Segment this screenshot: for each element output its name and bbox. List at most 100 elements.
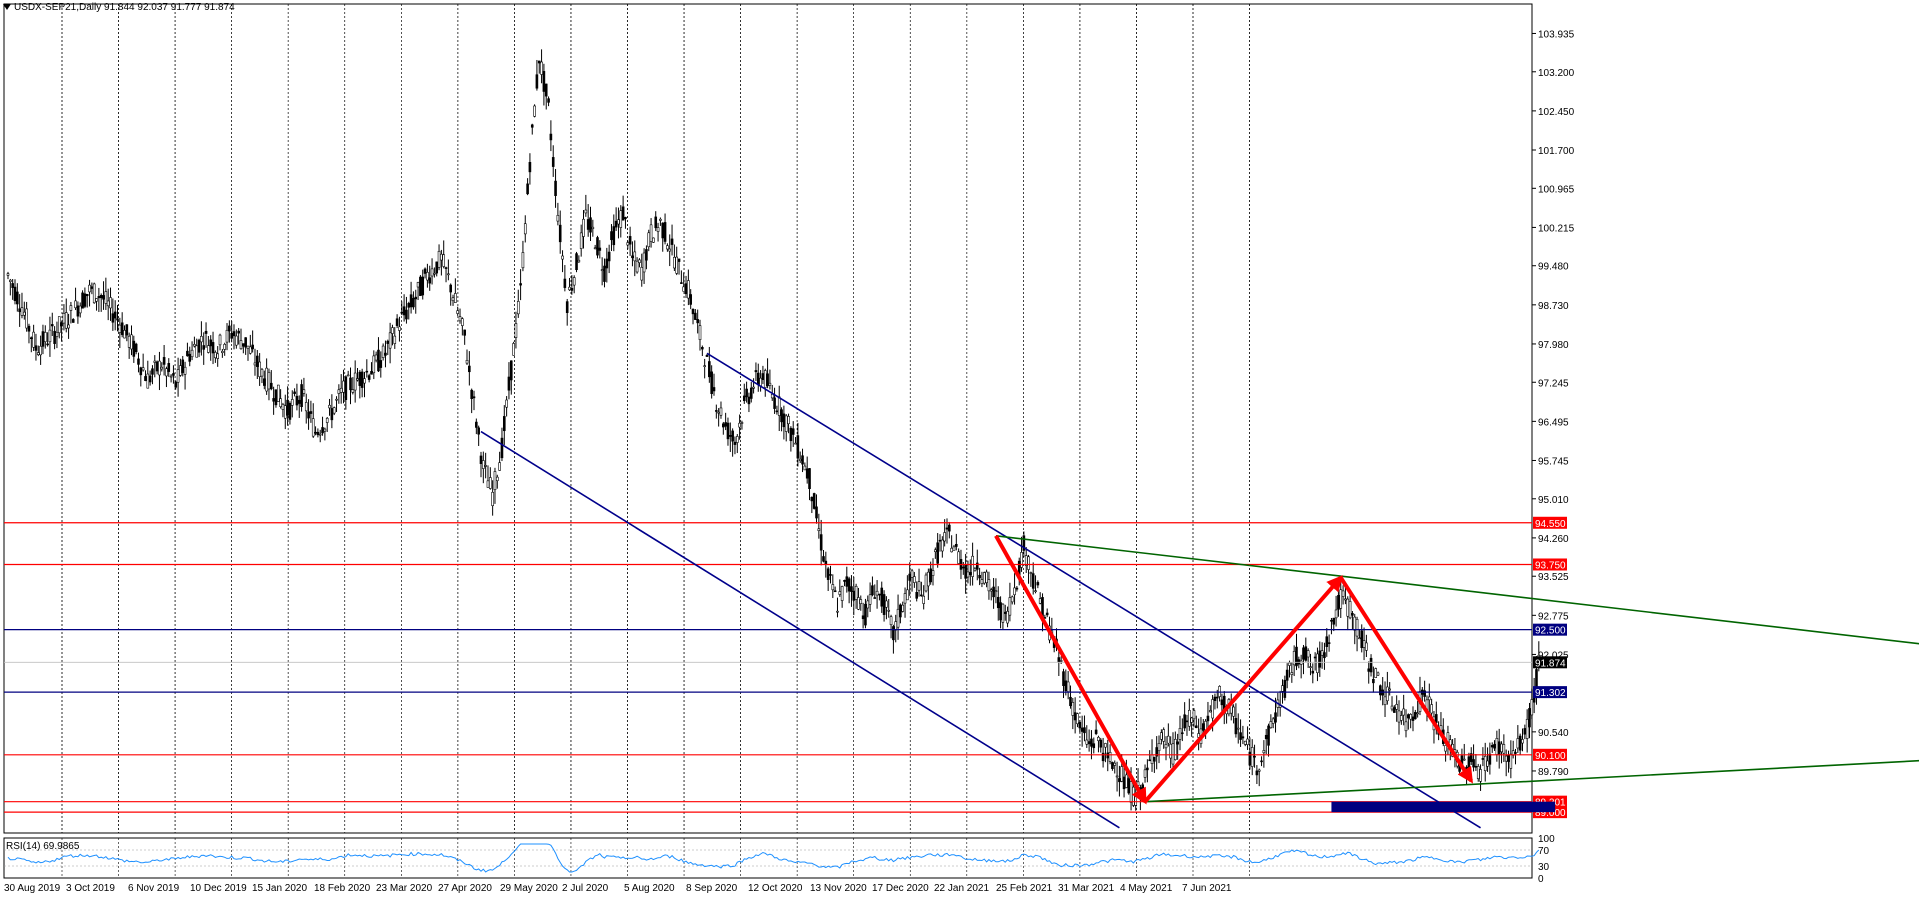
candle-body <box>414 296 418 300</box>
candle-body <box>395 318 399 326</box>
candle-body <box>1257 769 1261 772</box>
candle-body <box>1099 739 1103 748</box>
candle-body <box>1523 728 1527 735</box>
y-tick-label: 95.745 <box>1538 456 1569 467</box>
candle-body <box>242 343 245 347</box>
candle-body <box>183 366 187 375</box>
candle-body <box>1038 598 1042 604</box>
candle-body <box>649 224 653 242</box>
candle-body <box>957 551 960 564</box>
candle-body <box>451 297 455 302</box>
candle-body <box>994 590 998 593</box>
x-tick-label: 18 Feb 2020 <box>314 883 371 894</box>
candle-body <box>435 261 439 274</box>
candle-body <box>1316 653 1319 674</box>
candle-body <box>1001 603 1005 623</box>
candle-body <box>934 549 937 553</box>
candle-body <box>782 413 786 428</box>
candle-body <box>447 273 450 276</box>
candle-body <box>1234 718 1238 735</box>
rsi-axis-label: 30 <box>1538 862 1550 873</box>
candle-body <box>223 344 226 350</box>
candle-body <box>69 305 73 311</box>
candle-body <box>116 318 119 321</box>
x-tick-label: 4 May 2021 <box>1120 883 1173 894</box>
candle-body <box>253 362 257 366</box>
candle-body <box>321 427 324 434</box>
candle-body <box>29 337 33 339</box>
candle-body <box>617 219 620 225</box>
candle-body <box>556 214 560 222</box>
candle-body <box>228 325 231 332</box>
candle-body <box>859 599 863 604</box>
candle-body <box>137 358 140 365</box>
candle-body <box>1232 706 1235 717</box>
y-tick-label: 98.730 <box>1538 301 1569 312</box>
candle-body <box>41 331 45 347</box>
candle-body <box>843 580 846 582</box>
candle-body <box>626 242 630 246</box>
candle-body <box>1024 555 1028 566</box>
level-badge-text: 89.000 <box>1535 808 1566 819</box>
candle-body <box>1218 686 1221 697</box>
candle-body <box>747 396 751 405</box>
candle-body <box>1153 756 1156 762</box>
candle-body <box>235 335 238 346</box>
candle-body <box>456 310 459 314</box>
candle-body <box>367 375 371 380</box>
candle-body <box>1104 743 1107 748</box>
candle-body <box>18 308 21 313</box>
candle-body <box>614 220 618 228</box>
candle-body <box>1185 720 1189 723</box>
y-tick-label: 100.215 <box>1538 223 1575 234</box>
candle-body <box>521 252 525 269</box>
candle-body <box>283 405 287 419</box>
x-tick-label: 22 Jan 2021 <box>934 883 989 894</box>
candle-body <box>491 491 494 507</box>
candle-body <box>104 291 108 304</box>
candle-body <box>1027 556 1030 570</box>
candle-body <box>1083 727 1086 734</box>
symbol-header: USDX-SEP21,Daily 91.844 92.037 91.777 91… <box>3 2 235 13</box>
candle-body <box>495 476 499 481</box>
candle-body <box>570 287 574 291</box>
candle-body <box>1288 662 1291 666</box>
candle-body <box>1428 696 1431 701</box>
candle-body <box>980 579 984 584</box>
candle-body <box>426 272 429 281</box>
candle-body <box>607 251 611 262</box>
candle-body <box>181 359 185 373</box>
candle-body <box>1283 679 1287 698</box>
candle-body <box>836 610 839 613</box>
candle-body <box>83 293 87 307</box>
candle-body <box>610 231 613 241</box>
candle-body <box>498 462 501 471</box>
candle-body <box>391 327 394 334</box>
trendline-green-upper <box>995 535 1919 645</box>
candle-body <box>770 394 774 399</box>
candle-body <box>132 340 136 357</box>
candle-body <box>572 277 576 286</box>
candle-body <box>523 223 527 235</box>
candle-body <box>624 217 627 220</box>
candle-body <box>1034 590 1037 593</box>
candle-body <box>109 297 112 309</box>
candle-body <box>715 410 718 412</box>
candle-body <box>589 217 592 233</box>
dropdown-triangle-icon[interactable] <box>3 4 11 10</box>
candle-body <box>1269 721 1273 729</box>
candle-body <box>708 361 711 378</box>
candle-body <box>591 226 595 230</box>
candle-body <box>887 609 891 612</box>
candle-body <box>805 468 809 479</box>
red-arrow <box>994 534 1147 805</box>
candle-body <box>302 389 306 394</box>
candle-body <box>645 249 648 261</box>
candle-body <box>1351 612 1354 616</box>
candle-body <box>1169 743 1172 759</box>
candle-body <box>339 387 343 393</box>
level-badge <box>1533 623 1567 636</box>
candle-body <box>989 589 993 592</box>
